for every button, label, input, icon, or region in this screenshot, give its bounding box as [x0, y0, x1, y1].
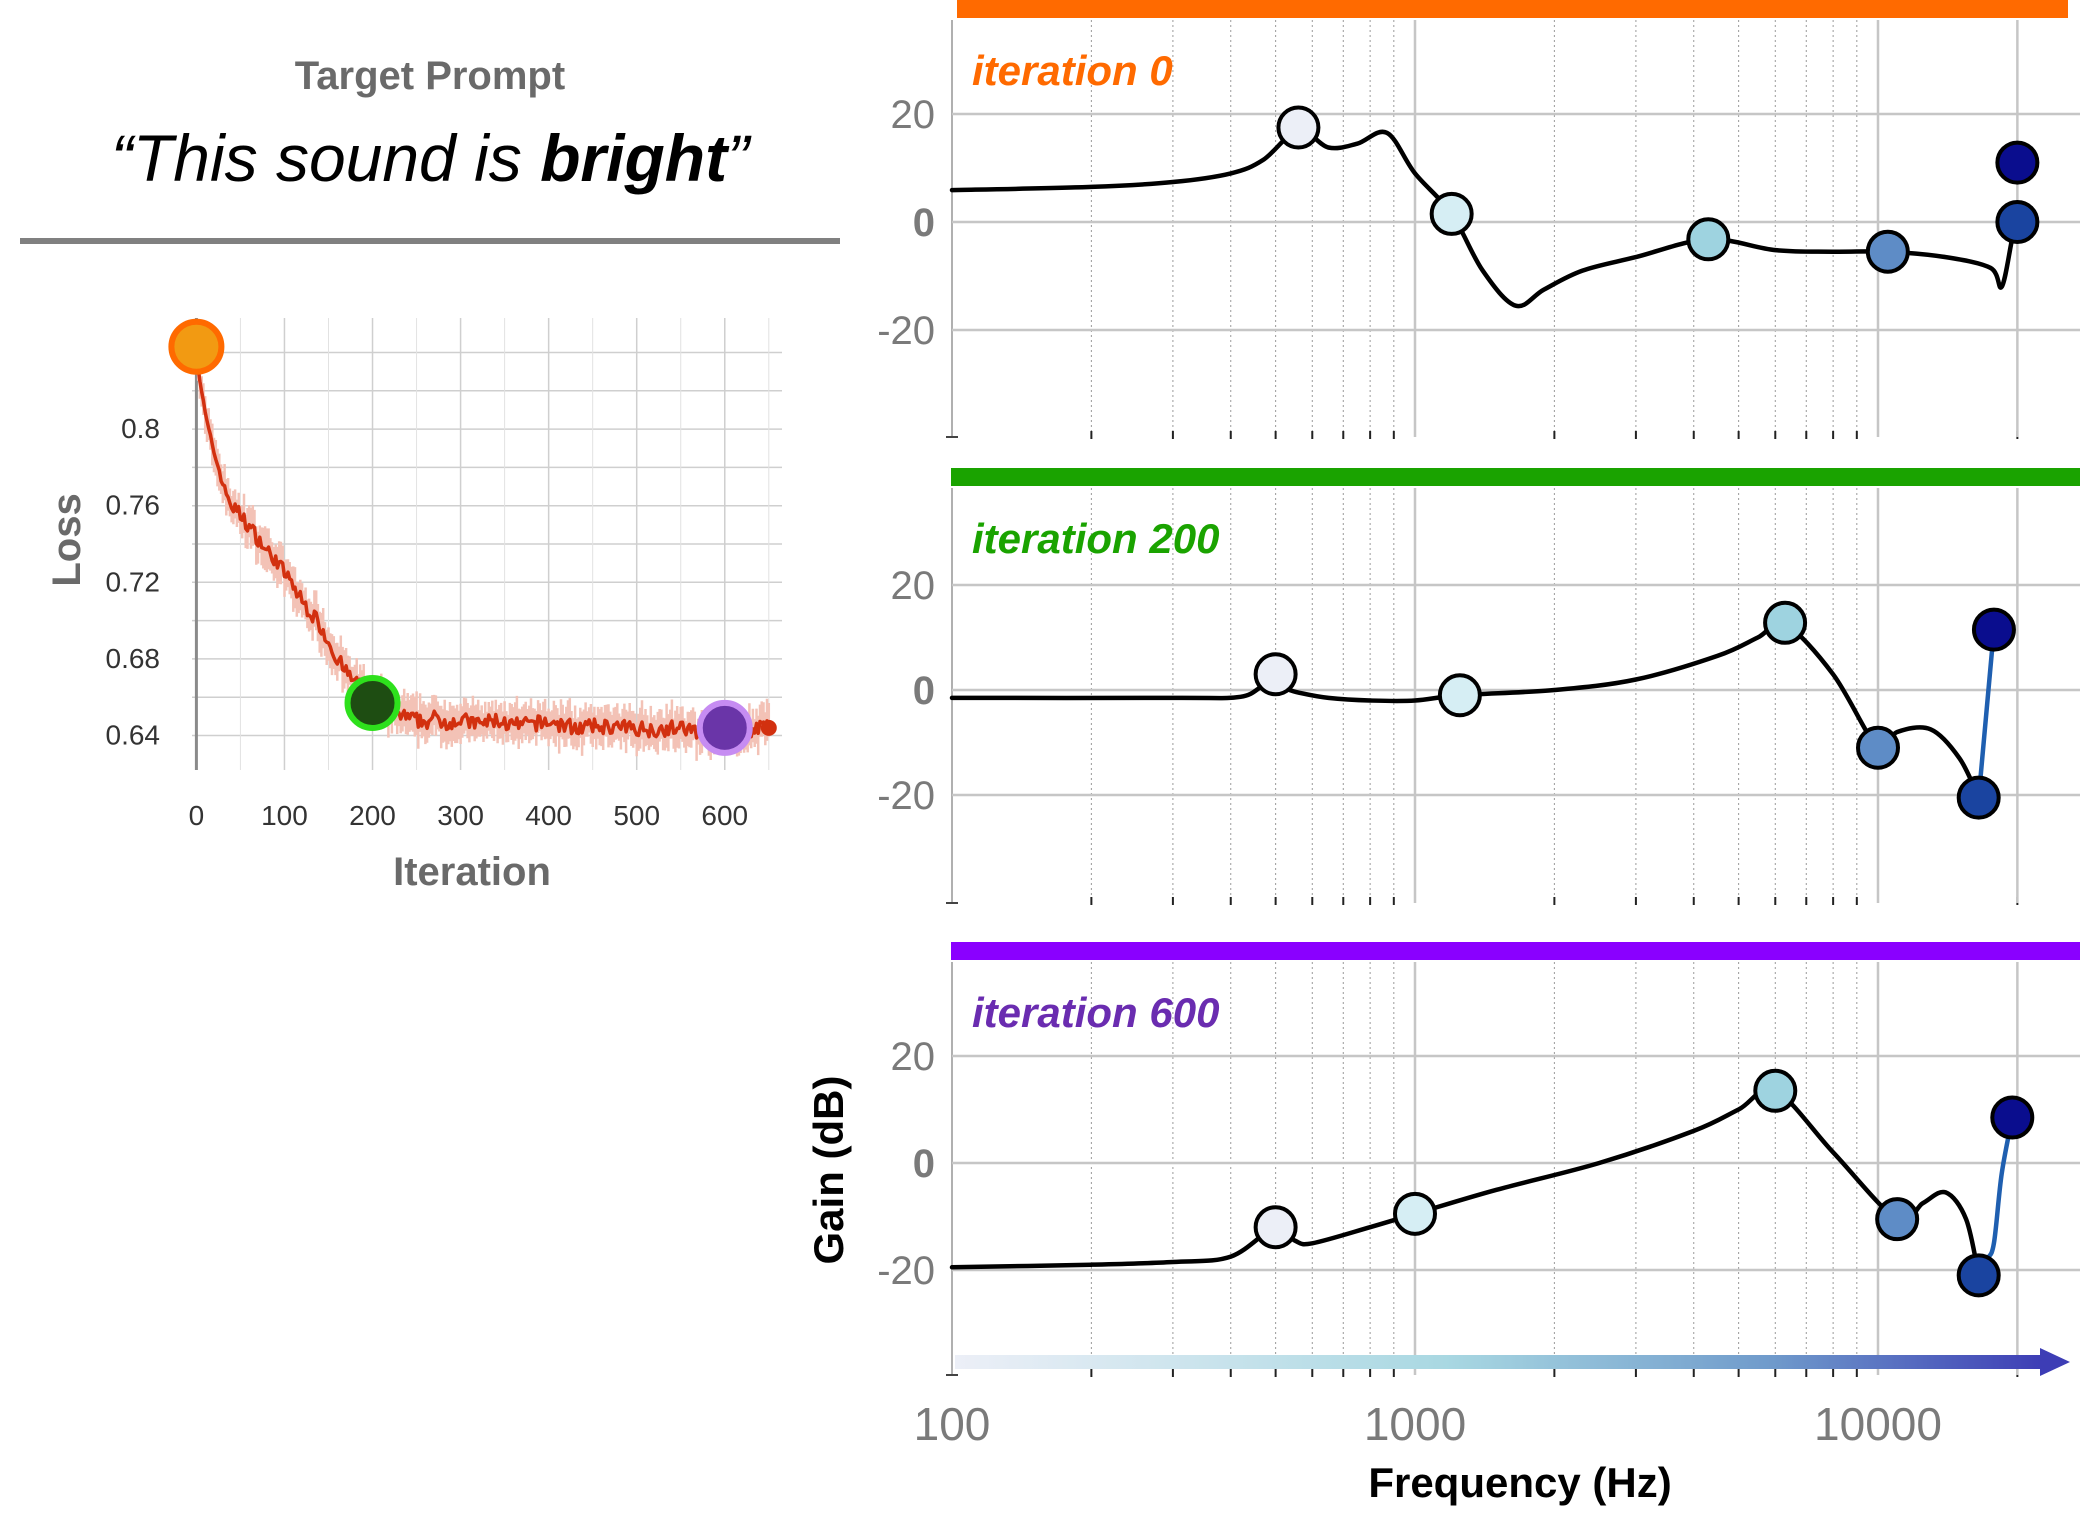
eq-y-tick-label: 20 [891, 564, 936, 608]
loss-x-tick-label: 100 [261, 800, 308, 831]
eq-y-axis-title: Gain (dB) [805, 1076, 852, 1265]
loss-iteration-marker [168, 318, 225, 375]
loss-chart: 0 100 200 300 400 500 600 0.64 0.68 0.72 0.76 0.8 It… [45, 318, 782, 894]
eq-control-point [1865, 229, 1910, 274]
eq-control-point [1763, 600, 1808, 645]
eq-y-tick-label: 0 [913, 1142, 935, 1186]
loss-y-tick-label: 0.68 [106, 643, 161, 674]
prompt-quote-close: ” [727, 121, 750, 195]
panel-color-bar [951, 942, 2080, 960]
panel-title: iteration 0 [972, 47, 1173, 94]
loss-y-tick-label: 0.76 [106, 490, 161, 521]
prompt-quote-bold-word: bright [540, 121, 728, 195]
eq-x-tick-label: 100 [914, 1398, 991, 1450]
eq-response-curve [949, 127, 2020, 309]
eq-x-axis-title: Frequency (Hz) [1368, 1459, 1671, 1506]
frequency-arrow-bar [955, 1355, 2045, 1369]
loss-y-tick-label: 0.8 [121, 413, 160, 444]
panel-title: iteration 200 [972, 515, 1219, 562]
panel-color-bar [951, 468, 2080, 486]
frequency-arrow-head [2040, 1348, 2070, 1376]
loss-x-tick-label: 200 [349, 800, 396, 831]
eq-control-point [1437, 673, 1482, 718]
prompt-divider [20, 238, 840, 244]
eq-x-tick-label: 10000 [1814, 1398, 1942, 1450]
eq-control-point [1276, 105, 1321, 150]
prompt-quote: “This sound is bright” [20, 120, 840, 196]
eq-control-point [1253, 652, 1298, 697]
panel-color-bar [957, 0, 2068, 18]
loss-y-axis-title: Loss [45, 493, 89, 586]
eq-curve-highlight [1976, 627, 1997, 800]
loss-iteration-marker [344, 674, 401, 731]
eq-control-point [1875, 1197, 1920, 1242]
eq-y-tick-label: -20 [877, 1249, 935, 1293]
loss-x-tick-label: 0 [189, 800, 205, 831]
eq-y-tick-label: -20 [877, 774, 935, 818]
loss-x-tick-label: 600 [701, 800, 748, 831]
eq-control-point [1429, 191, 1474, 236]
eq-control-point [1956, 1253, 2001, 1298]
loss-x-axis-title: Iteration [393, 850, 551, 894]
eq-control-point [1995, 200, 2040, 244]
eq-x-tick-label: 1000 [1364, 1398, 1466, 1450]
loss-line [194, 356, 770, 741]
eq-control-point [1956, 775, 2001, 820]
eq-control-point [1253, 1205, 1298, 1250]
eq-control-point [1995, 140, 2040, 185]
eq-control-point [1753, 1068, 1798, 1113]
eq-control-point [1686, 217, 1731, 262]
eq-y-tick-label: 0 [913, 669, 935, 713]
loss-x-tick-label: 300 [437, 800, 484, 831]
loss-x-tick-label: 500 [613, 800, 660, 831]
prompt-heading: Target Prompt [294, 54, 566, 98]
eq-control-point [1990, 1095, 2035, 1140]
prompt-quote-open: “This sound is [110, 121, 541, 195]
eq-response-curve [949, 1087, 1981, 1278]
loss-iteration-marker [696, 699, 753, 756]
eq-y-tick-label: 20 [891, 93, 936, 137]
loss-y-tick-label: 0.64 [106, 720, 161, 751]
eq-control-point [1856, 725, 1900, 770]
loss-line-end-point [760, 719, 777, 736]
loss-y-tick-label: 0.72 [106, 566, 161, 597]
panel-title: iteration 600 [972, 989, 1219, 1036]
eq-y-tick-label: 20 [891, 1035, 936, 1079]
loss-x-tick-label: 400 [525, 800, 572, 831]
eq-y-tick-label: -20 [877, 309, 935, 353]
eq-curve-highlight [1976, 1115, 2015, 1278]
eq-control-point [1971, 607, 2016, 652]
eq-y-tick-label: 0 [913, 201, 935, 245]
eq-control-point [1393, 1191, 1437, 1236]
